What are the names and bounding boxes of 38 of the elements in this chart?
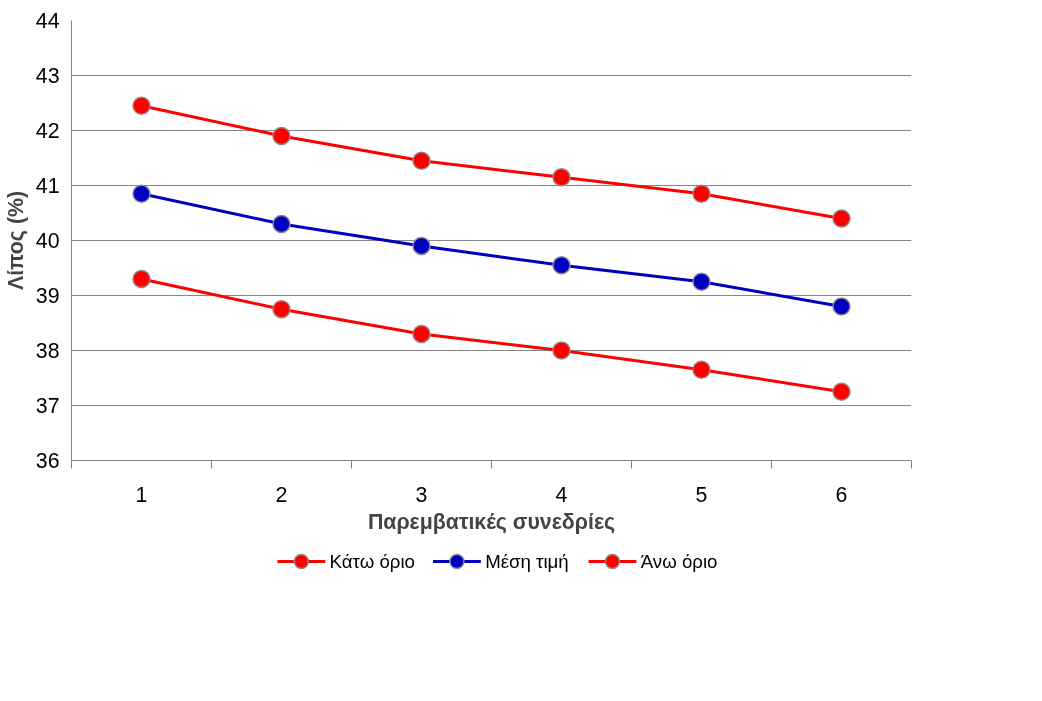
point: [132, 184, 151, 203]
point: [132, 96, 151, 115]
x-tick-label: 3: [415, 482, 428, 507]
legend-label: Άνω όριο: [640, 551, 718, 572]
x-tick-label: 6: [835, 482, 848, 507]
point: [132, 269, 151, 289]
y-tick-label: 41: [35, 174, 60, 198]
point: [692, 272, 711, 291]
point: [552, 341, 571, 360]
point: [272, 126, 291, 146]
y-tick-label: 38: [35, 339, 60, 363]
point: [412, 324, 431, 344]
legend-label: Κάτω όριο: [329, 551, 415, 572]
y-tick-label: 37: [35, 394, 60, 418]
y-tick-label: 42: [35, 119, 60, 143]
point: [692, 360, 711, 379]
y-tick-label: 36: [35, 449, 60, 473]
point: [412, 236, 431, 256]
y-axis-title: Λίπος (%): [3, 190, 28, 291]
point: [272, 300, 291, 319]
x-tick-label: 4: [555, 482, 568, 507]
point: [552, 256, 571, 275]
x-tick-label: 2: [275, 482, 288, 507]
point: [552, 168, 571, 187]
legend-label: Μέση τιμή: [485, 551, 569, 572]
point: [692, 184, 711, 203]
point: [832, 209, 851, 228]
y-tick-label: 44: [35, 9, 60, 33]
x-tick-label: 1: [135, 482, 148, 507]
y-tick-label: 39: [35, 284, 60, 308]
y-tick-label: 43: [35, 64, 60, 88]
y-tick-label: 40: [35, 229, 60, 253]
point: [832, 382, 851, 401]
x-tick-label: 5: [695, 482, 708, 507]
x-axis-title: Παρεμβατικές συνεδρίες: [367, 509, 616, 534]
point: [832, 297, 851, 316]
point: [272, 214, 291, 234]
point: [412, 151, 431, 170]
